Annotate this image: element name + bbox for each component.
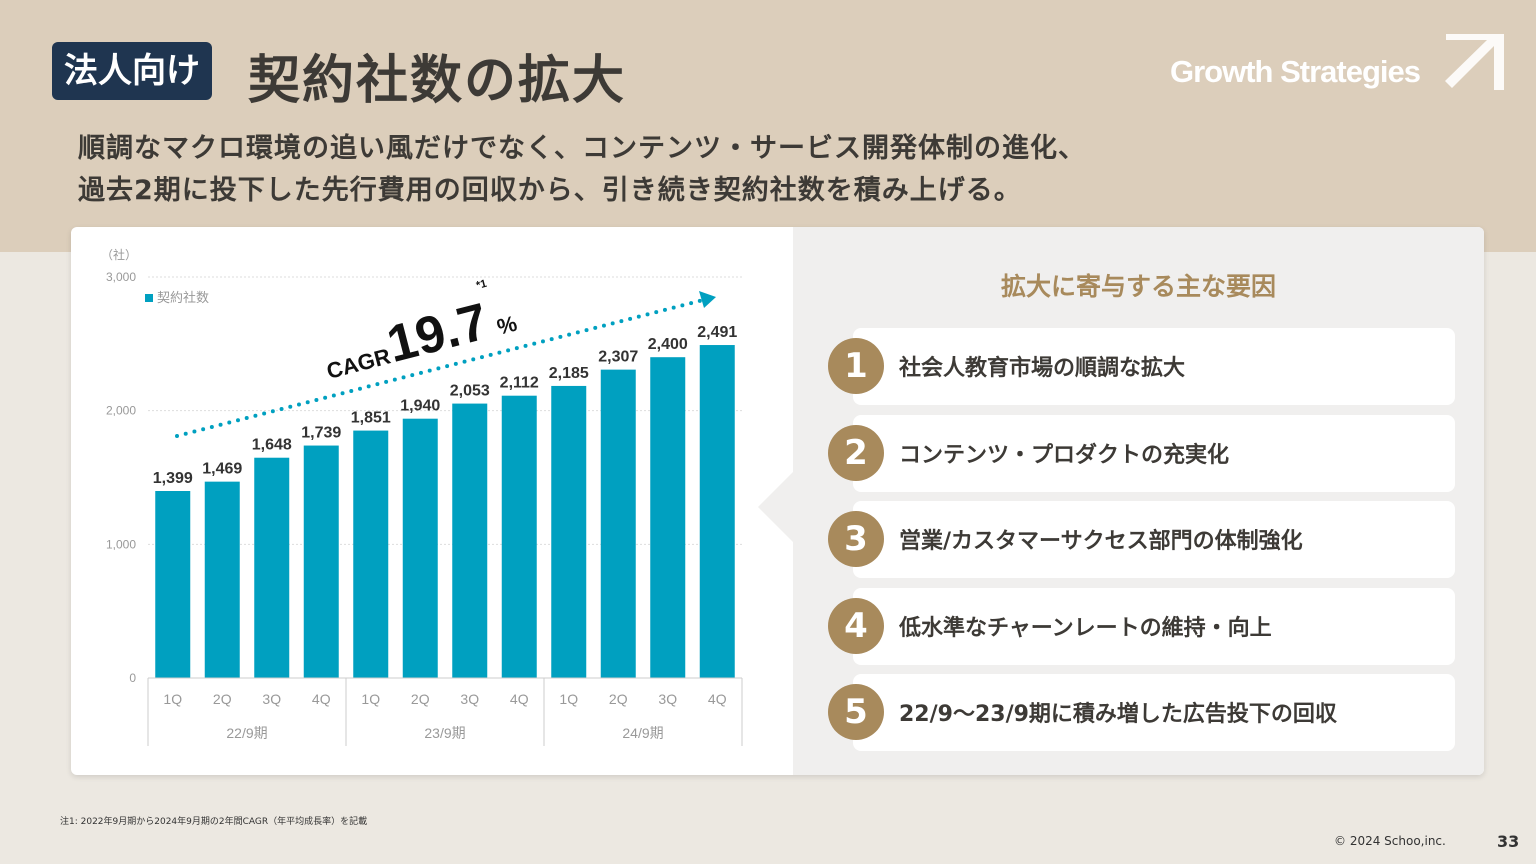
bar-value-label: 2,307	[598, 349, 638, 366]
pointer-triangle	[758, 472, 793, 542]
bar	[353, 430, 389, 678]
x-tick-label: 3Q	[460, 691, 479, 707]
x-tick-label: 3Q	[262, 691, 281, 707]
factors-title: 拡大に寄与する主な要因	[1000, 272, 1276, 301]
factor-number: 2	[828, 424, 884, 481]
page-number: 33	[1497, 832, 1520, 851]
factor-number: 5	[828, 684, 884, 740]
bar-value-label: 2,053	[450, 383, 490, 400]
factor-item: 1 社会人教育市場の順調な拡大	[828, 328, 1455, 405]
cagr-suffix: %	[494, 311, 519, 340]
group-label: 23/9期	[424, 725, 465, 741]
trend-arrowhead-icon	[699, 291, 716, 308]
x-tick-label: 2Q	[411, 691, 430, 707]
x-tick-label: 1Q	[361, 691, 380, 707]
factor-text: 社会人教育市場の順調な拡大	[899, 356, 1186, 381]
cagr-value: 19.7	[381, 293, 494, 374]
x-tick-label: 3Q	[658, 691, 677, 707]
factor-item: 5 22/9～23/9期に積み増した広告投下の回収	[828, 674, 1455, 751]
category-badge: 法人向け	[52, 42, 212, 100]
factor-item: 2 コンテンツ・プロダクトの充実化	[828, 414, 1455, 492]
header-band	[0, 0, 1536, 252]
factor-item: 4 低水準なチャーンレートの維持・向上	[828, 587, 1455, 665]
factor-item: 3 営業/カスタマーサクセス部門の体制強化	[828, 501, 1455, 578]
bar-value-label: 1,739	[301, 425, 341, 442]
subtitle-line-2: 過去2期に投下した先行費用の回収から、引き続き契約社数を積み上げる。	[78, 175, 1022, 206]
bar	[600, 369, 636, 678]
x-tick-label: 1Q	[163, 691, 182, 707]
bar	[402, 418, 438, 678]
subtitle-line-1: 順調なマクロ環境の追い風だけでなく、コンテンツ・サービス開発体制の進化、	[78, 133, 1086, 164]
content-card: （社） 0 1,000 2,000 3,000 契約社数 1,399 1Q 1,469 2Q 1,6…	[71, 227, 1484, 775]
bar	[204, 481, 240, 678]
y-tick-label: 0	[129, 671, 136, 685]
x-tick-label: 1Q	[559, 691, 578, 707]
factor-text: 22/9～23/9期に積み増した広告投下の回収	[899, 702, 1337, 727]
cagr-prefix: CAGR	[324, 343, 393, 383]
group-label: 22/9期	[226, 725, 267, 741]
page-title: 契約社数の拡大	[248, 51, 627, 111]
x-tick-label: 2Q	[213, 691, 232, 707]
factor-number: 1	[828, 338, 884, 394]
bar-value-label: 2,400	[648, 336, 688, 353]
factors-panel: 拡大に寄与する主な要因 1 社会人教育市場の順調な拡大 2 コンテンツ・プロダクトの充…	[758, 227, 1484, 775]
contracts-bar-chart: （社） 0 1,000 2,000 3,000 契約社数 1,399 1Q 1,469 2Q 1,6…	[101, 247, 743, 746]
bar	[452, 403, 488, 678]
bar-value-label: 2,112	[500, 375, 539, 392]
x-tick-label: 4Q	[708, 691, 727, 707]
bar-value-label: 1,851	[351, 410, 391, 427]
bar	[501, 395, 537, 678]
section-label: Growth Strategies	[1170, 54, 1421, 89]
bar-value-label: 1,940	[400, 398, 440, 415]
factor-text: 営業/カスタマーサクセス部門の体制強化	[899, 529, 1303, 554]
cagr-note-mark: *1	[475, 278, 488, 292]
legend-label: 契約社数	[157, 290, 209, 305]
bar	[155, 491, 191, 678]
factor-number: 3	[828, 511, 884, 567]
factor-number: 4	[828, 597, 884, 654]
y-tick-label: 3,000	[106, 270, 136, 284]
x-tick-label: 2Q	[609, 691, 628, 707]
bar-value-label: 2,185	[549, 365, 589, 382]
bar-value-label: 2,491	[697, 324, 737, 341]
bar-value-label: 1,648	[252, 437, 292, 454]
bar	[303, 445, 339, 678]
growth-arrow-icon	[1445, 34, 1504, 90]
x-tick-label: 4Q	[312, 691, 331, 707]
legend-swatch	[145, 294, 153, 302]
group-label: 24/9期	[622, 725, 663, 741]
bar-value-label: 1,469	[202, 461, 242, 478]
bar	[551, 385, 587, 678]
y-tick-label: 2,000	[106, 404, 136, 418]
factor-text: コンテンツ・プロダクトの充実化	[899, 442, 1230, 468]
bar	[254, 457, 290, 678]
bar	[699, 345, 735, 678]
factor-text: 低水準なチャーンレートの維持・向上	[899, 615, 1272, 641]
cagr-trend-line	[175, 298, 705, 438]
x-tick-label: 4Q	[510, 691, 529, 707]
y-unit-label: （社）	[101, 247, 137, 262]
y-tick-label: 1,000	[106, 537, 136, 551]
footnote: 注1: 2022年9月期から2024年9月期の2年間CAGR（年平均成長率）を記…	[60, 817, 368, 827]
copyright: © 2024 Schoo,inc.	[1334, 834, 1446, 848]
bar-value-label: 1,399	[153, 470, 193, 487]
bar	[650, 357, 686, 678]
